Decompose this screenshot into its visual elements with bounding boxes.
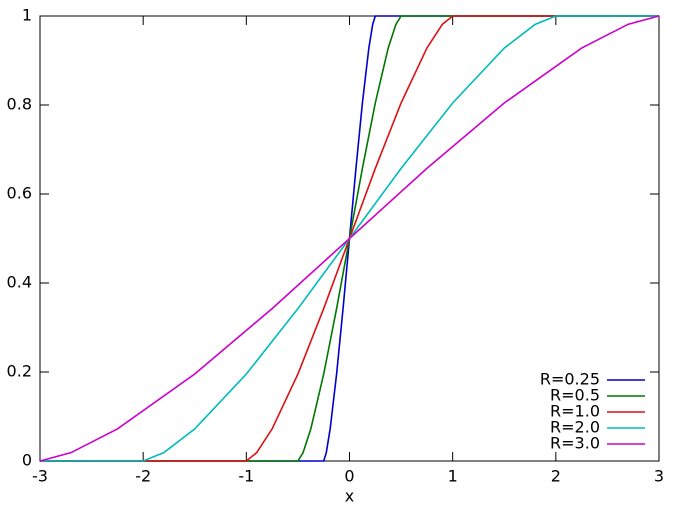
y-tick-label: 0.4 bbox=[7, 273, 32, 292]
x-tick-label: 0 bbox=[344, 467, 354, 486]
x-tick-label: -2 bbox=[135, 467, 151, 486]
x-tick-label: 2 bbox=[551, 467, 561, 486]
legend-label: R=0.5 bbox=[550, 386, 600, 405]
y-tick-label: 0.6 bbox=[7, 184, 32, 203]
x-tick-label: 1 bbox=[448, 467, 458, 486]
x-axis-label: x bbox=[345, 487, 354, 506]
x-tick-label: -1 bbox=[238, 467, 254, 486]
legend-label: R=2.0 bbox=[550, 418, 600, 437]
y-tick-label: 0.2 bbox=[7, 362, 32, 381]
x-tick-label: -3 bbox=[32, 467, 48, 486]
y-tick-label: 1 bbox=[22, 6, 32, 25]
legend-label: R=3.0 bbox=[550, 434, 600, 453]
y-tick-label: 0 bbox=[22, 451, 32, 470]
legend-label: R=1.0 bbox=[550, 402, 600, 421]
legend-label: R=0.25 bbox=[540, 370, 600, 389]
y-tick-label: 0.8 bbox=[7, 95, 32, 114]
series-line bbox=[39, 15, 660, 462]
x-tick-label: 3 bbox=[654, 467, 664, 486]
